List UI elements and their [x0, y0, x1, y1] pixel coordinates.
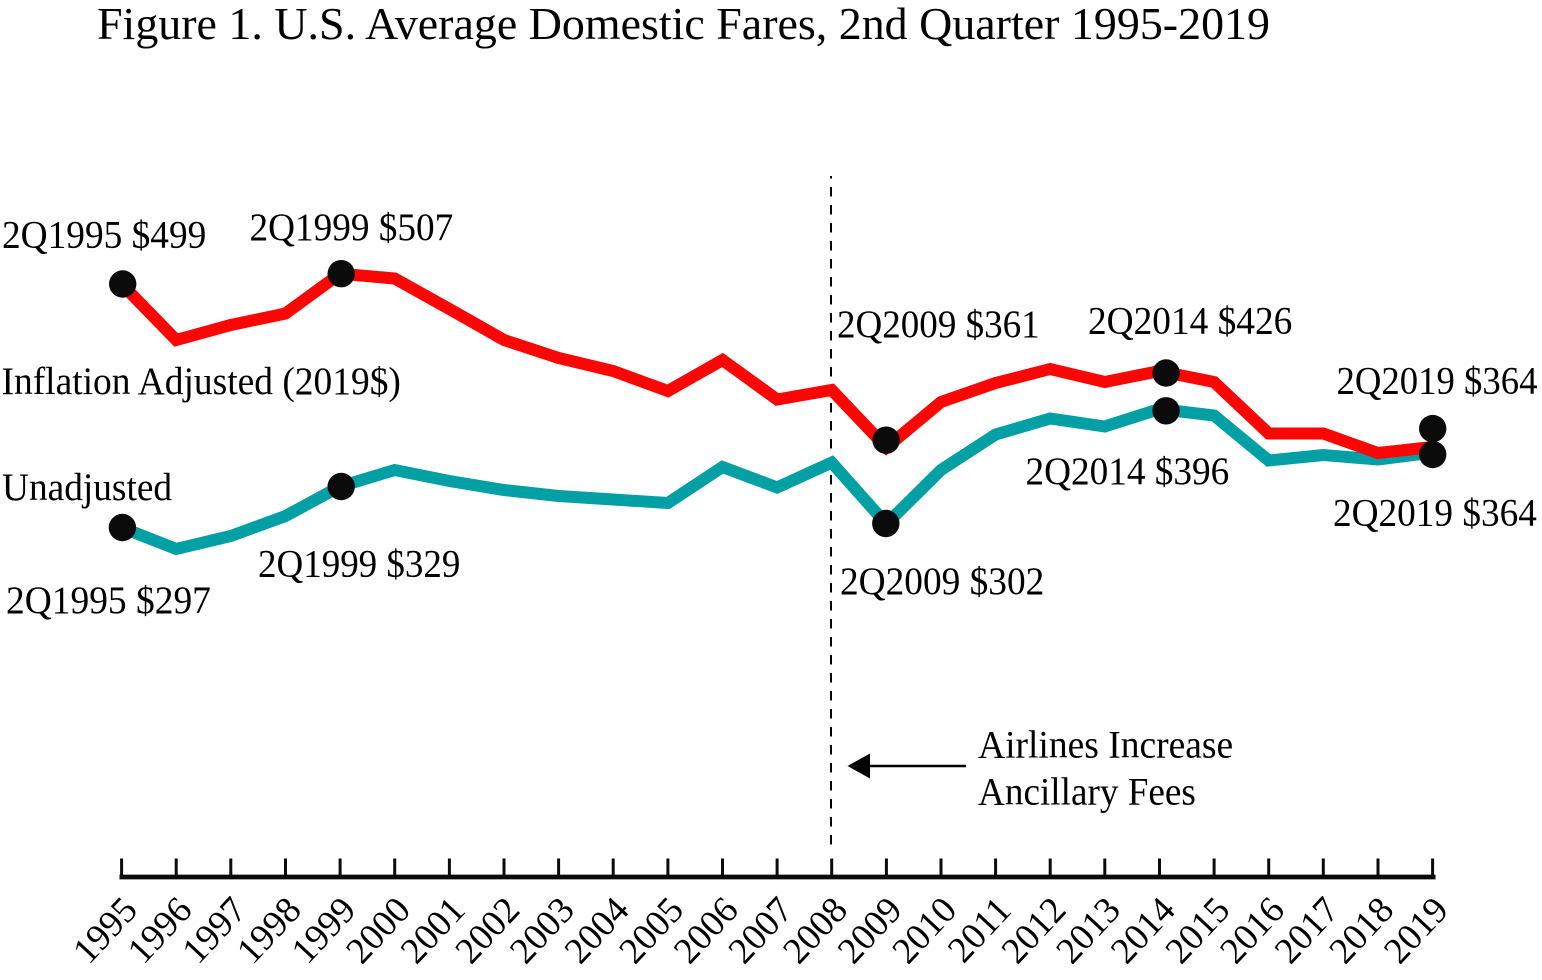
- svg-text:2Q1995 $499: 2Q1995 $499: [2, 213, 206, 257]
- svg-text:Inflation Adjusted (2019$): Inflation Adjusted (2019$): [2, 359, 401, 403]
- svg-text:2Q1995 $297: 2Q1995 $297: [6, 578, 211, 622]
- svg-text:2Q2014 $396: 2Q2014 $396: [1026, 449, 1230, 493]
- svg-text:2Q2009 $361: 2Q2009 $361: [837, 302, 1040, 346]
- svg-text:2Q2009 $302: 2Q2009 $302: [840, 559, 1044, 603]
- svg-text:2Q2019 $364: 2Q2019 $364: [1333, 490, 1537, 534]
- svg-text:Airlines Increase: Airlines Increase: [978, 723, 1233, 767]
- svg-text:2Q1999 $329: 2Q1999 $329: [258, 541, 460, 585]
- svg-text:2Q2019 $364: 2Q2019 $364: [1337, 358, 1538, 402]
- svg-text:Figure 1. U.S. Average Domesti: Figure 1. U.S. Average Domestic Fares, 2…: [97, 0, 1270, 49]
- svg-text:Ancillary Fees: Ancillary Fees: [978, 769, 1196, 813]
- svg-text:2Q1999 $507: 2Q1999 $507: [250, 205, 454, 249]
- svg-text:Unadjusted: Unadjusted: [2, 465, 172, 509]
- svg-text:2Q2014 $426: 2Q2014 $426: [1088, 298, 1292, 342]
